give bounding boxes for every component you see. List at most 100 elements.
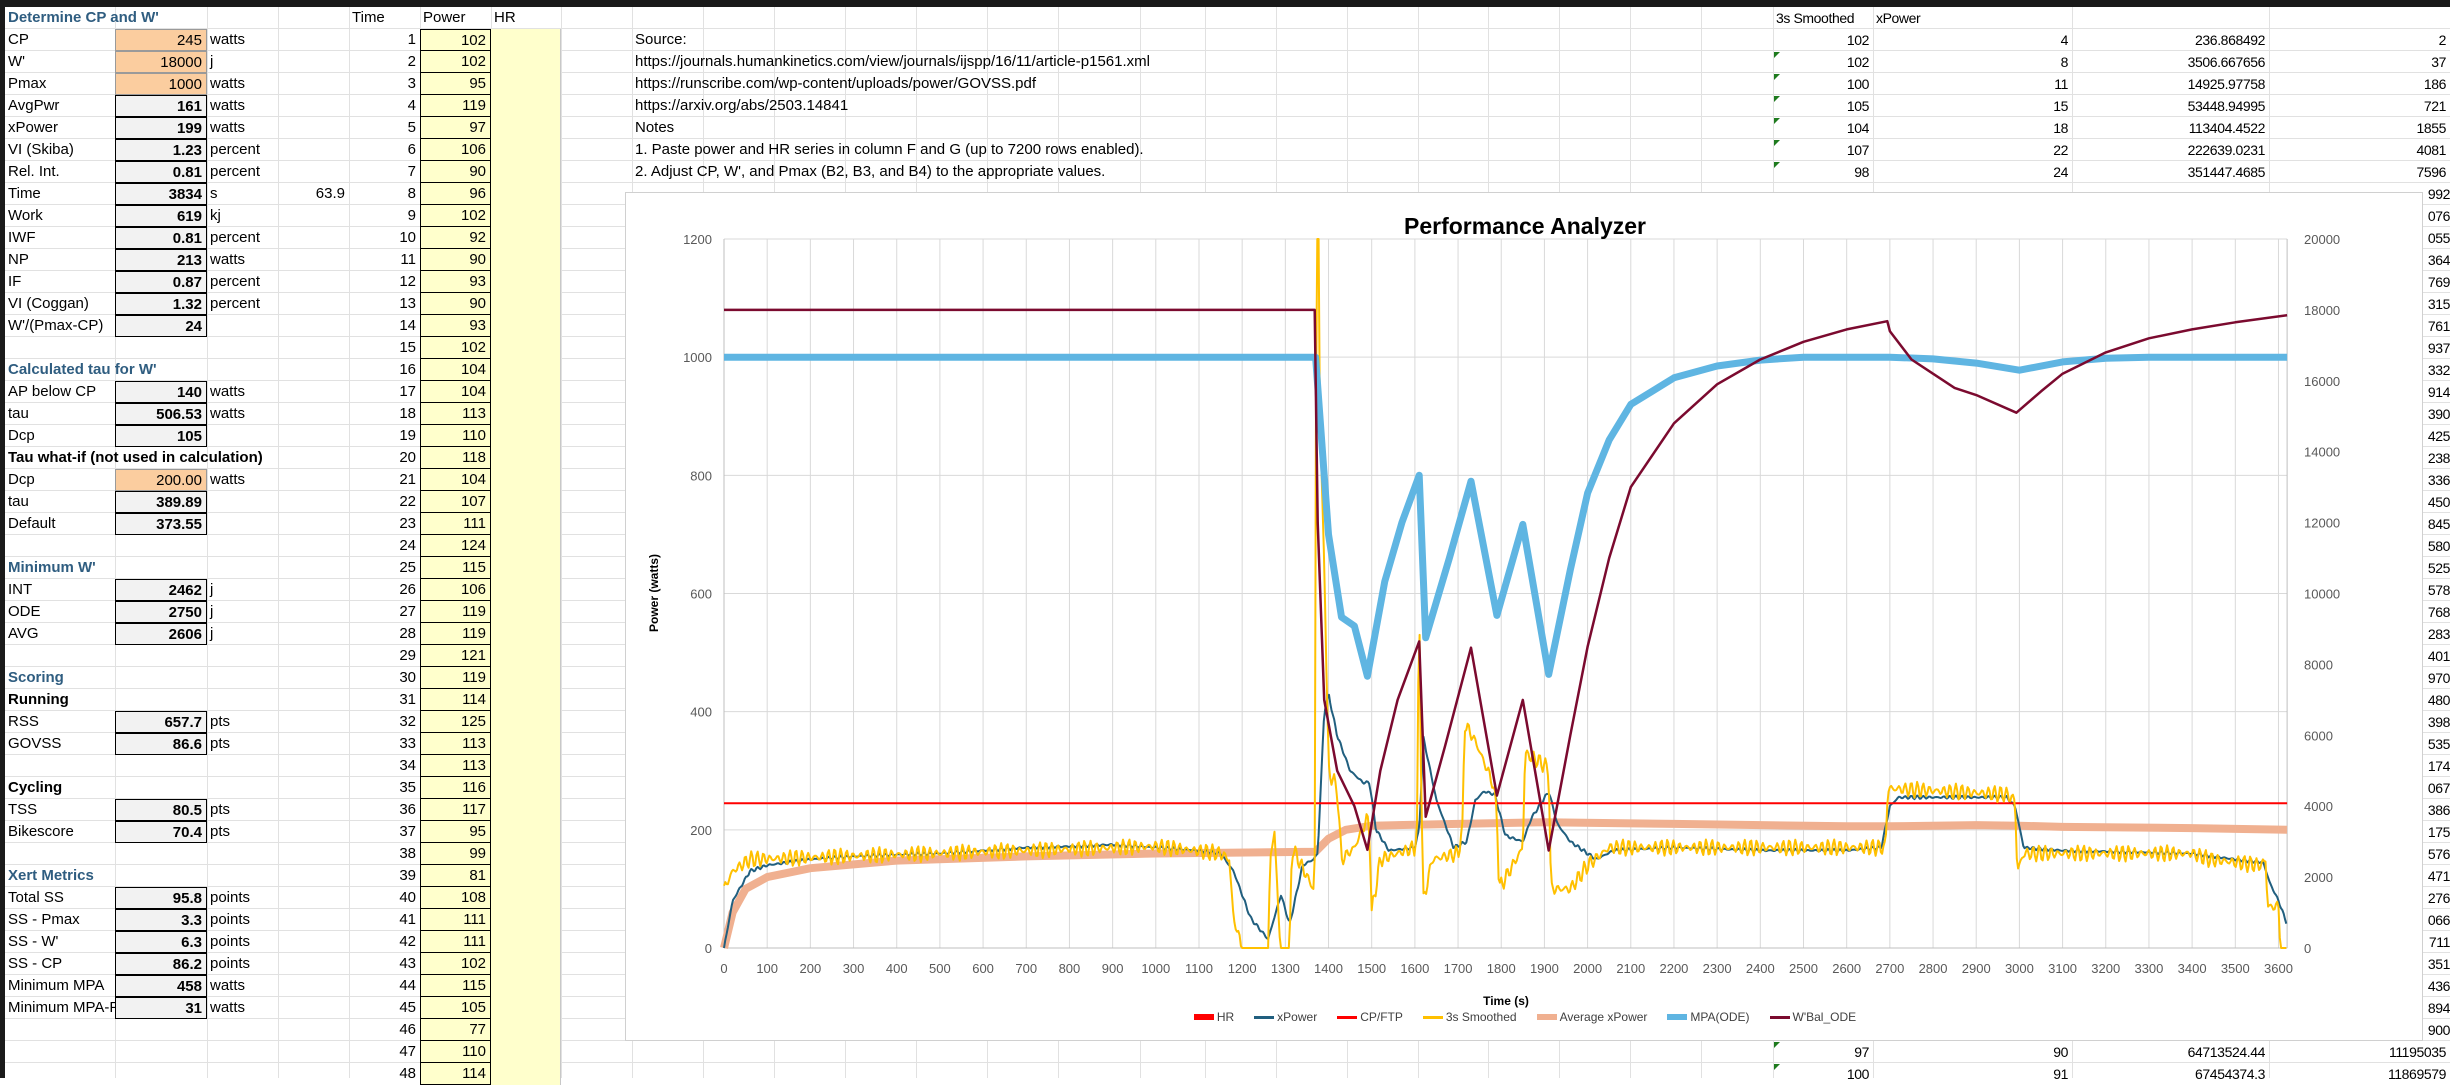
time-cell[interactable]: 5	[407, 119, 416, 136]
metric-unit[interactable]: watts	[210, 251, 246, 268]
data-cell[interactable]: 351447.4685	[2187, 164, 2266, 180]
time-cell[interactable]: 48	[399, 1065, 416, 1082]
hr-cell[interactable]	[491, 95, 561, 117]
power-cell[interactable]: 97	[420, 117, 491, 139]
metric-input-cell[interactable]: 200.00	[115, 469, 207, 491]
data-cell[interactable]: 315	[2427, 296, 2450, 312]
hr-cell[interactable]	[491, 205, 561, 227]
hr-cell[interactable]	[491, 865, 561, 887]
metric-unit[interactable]: watts	[210, 999, 246, 1016]
metric-unit[interactable]: watts	[210, 75, 246, 92]
metric-unit[interactable]: j	[210, 603, 214, 620]
hr-cell[interactable]	[491, 513, 561, 535]
metric-label[interactable]: Work	[8, 207, 43, 224]
metric-value-cell[interactable]: 0.87	[115, 271, 207, 293]
metric-label[interactable]: IWF	[8, 229, 36, 246]
metric-value-cell[interactable]: 6.3	[115, 931, 207, 953]
metric-value-cell[interactable]: 70.4	[115, 821, 207, 843]
metric-unit[interactable]: percent	[210, 141, 261, 158]
metric-label[interactable]: SS - Pmax	[8, 911, 80, 928]
hr-cell[interactable]	[491, 403, 561, 425]
hr-cell[interactable]	[491, 821, 561, 843]
metric-value-cell[interactable]: 657.7	[115, 711, 207, 733]
power-cell[interactable]: 102	[420, 205, 491, 227]
data-cell[interactable]: 15	[2053, 98, 2068, 114]
data-cell[interactable]: 894	[2427, 1000, 2450, 1016]
time-cell[interactable]: 30	[399, 669, 416, 686]
data-cell[interactable]: 768	[2427, 604, 2450, 620]
metric-unit[interactable]: kj	[210, 207, 221, 224]
data-cell[interactable]: 222639.0231	[2187, 142, 2266, 158]
time-cell[interactable]: 23	[399, 515, 416, 532]
data-cell[interactable]: 711	[2428, 934, 2450, 950]
data-cell[interactable]: 91	[2053, 1066, 2068, 1082]
xpower-header[interactable]: xPower	[1876, 10, 1921, 26]
metric-label[interactable]: ODE	[8, 603, 41, 620]
data-cell[interactable]: 900	[2427, 1022, 2450, 1038]
hr-cell[interactable]	[491, 557, 561, 579]
hr-cell[interactable]	[491, 381, 561, 403]
data-cell[interactable]: 1855	[2416, 120, 2446, 136]
metric-label[interactable]: Default	[8, 515, 56, 532]
power-cell[interactable]: 108	[420, 887, 491, 909]
metric-value-cell[interactable]: 213	[115, 249, 207, 271]
hr-cell[interactable]	[491, 491, 561, 513]
time-cell[interactable]: 10	[399, 229, 416, 246]
power-cell[interactable]: 106	[420, 579, 491, 601]
hr-cell[interactable]	[491, 601, 561, 623]
legend-item[interactable]: CP/FTP	[1337, 1010, 1403, 1024]
hr-cell[interactable]	[491, 645, 561, 667]
metric-label[interactable]: Rel. Int.	[8, 163, 60, 180]
time-cell[interactable]: 28	[399, 625, 416, 642]
data-cell[interactable]: 11869579	[2387, 1066, 2446, 1082]
metric-value-cell[interactable]: 1.23	[115, 139, 207, 161]
metric-value-cell[interactable]: 2606	[115, 623, 207, 645]
power-cell[interactable]: 117	[420, 799, 491, 821]
metric-input-cell[interactable]: 18000	[115, 51, 207, 73]
data-cell[interactable]: 64713524.44	[2187, 1044, 2266, 1060]
metric-unit[interactable]: points	[210, 933, 251, 950]
power-cell[interactable]: 92	[420, 227, 491, 249]
note-text[interactable]: Notes	[635, 119, 675, 136]
time-cell[interactable]: 26	[399, 581, 416, 598]
hr-cell[interactable]	[491, 535, 561, 557]
time-cell[interactable]: 20	[399, 449, 416, 466]
hr-cell[interactable]	[491, 51, 561, 73]
power-cell[interactable]: 118	[420, 447, 491, 469]
power-cell[interactable]: 111	[420, 513, 491, 535]
data-cell[interactable]: 18	[2053, 120, 2068, 136]
metric-label[interactable]: AVG	[8, 625, 39, 642]
time-cell[interactable]: 46	[399, 1021, 416, 1038]
data-cell[interactable]: 436	[2427, 978, 2450, 994]
data-cell[interactable]: 480	[2427, 692, 2450, 708]
time-cell[interactable]: 39	[399, 867, 416, 884]
data-cell[interactable]: 351	[2427, 956, 2450, 972]
power-cell[interactable]: 104	[420, 381, 491, 403]
metric-value-cell[interactable]: 24	[115, 315, 207, 337]
time-header[interactable]: Time	[352, 9, 385, 26]
data-cell[interactable]: 386	[2427, 802, 2450, 818]
data-cell[interactable]: 53448.94995	[2187, 98, 2266, 114]
time-cell[interactable]: 29	[399, 647, 416, 664]
hr-cell[interactable]	[491, 997, 561, 1019]
power-cell[interactable]: 93	[420, 315, 491, 337]
data-cell[interactable]: 992	[2427, 186, 2450, 202]
hr-cell[interactable]	[491, 73, 561, 95]
power-cell[interactable]: 119	[420, 667, 491, 689]
data-cell[interactable]: 525	[2427, 560, 2450, 576]
hr-cell[interactable]	[491, 359, 561, 381]
metric-value-cell[interactable]: 458	[115, 975, 207, 997]
extra-value-cell[interactable]: 63.9	[315, 185, 345, 202]
data-cell[interactable]: 113404.4522	[2188, 120, 2266, 136]
data-cell[interactable]: 471	[2427, 868, 2450, 884]
note-text[interactable]: Source:	[635, 31, 687, 48]
power-cell[interactable]: 77	[420, 1019, 491, 1041]
data-cell[interactable]: 97	[1854, 1044, 1869, 1060]
data-cell[interactable]: 970	[2427, 670, 2450, 686]
metric-unit[interactable]: watts	[210, 977, 246, 994]
data-cell[interactable]: 102	[1846, 32, 1870, 48]
metric-value-cell[interactable]: 140	[115, 381, 207, 403]
data-cell[interactable]: 076	[2427, 208, 2450, 224]
power-cell[interactable]: 90	[420, 249, 491, 271]
data-cell[interactable]: 67454374.3	[2195, 1066, 2265, 1082]
